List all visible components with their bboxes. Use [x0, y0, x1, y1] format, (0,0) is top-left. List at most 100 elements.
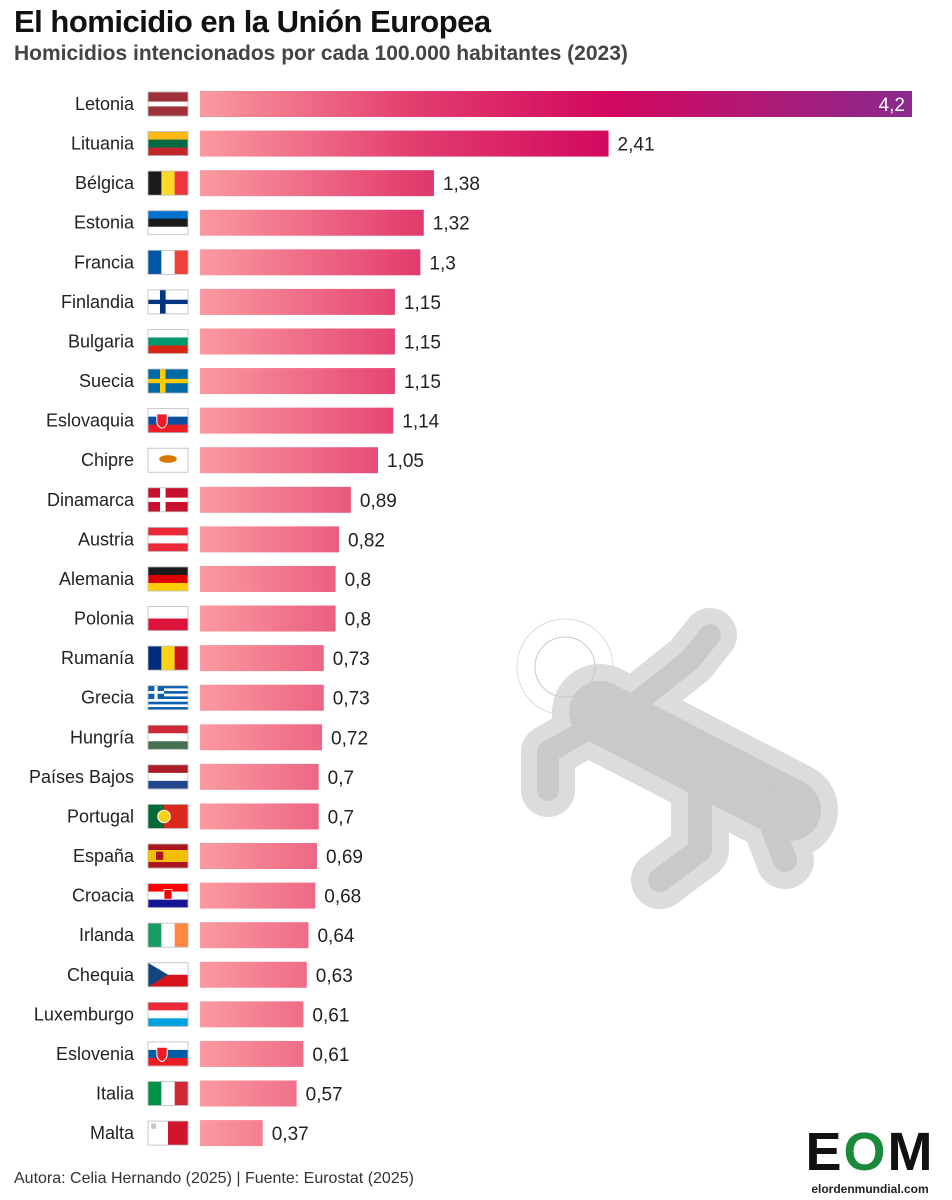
category-label: Grecia — [81, 688, 135, 708]
bar-row: Alemania 0,8 — [59, 565, 371, 592]
category-label: Bulgaria — [68, 331, 135, 351]
value-label: 0,64 — [317, 926, 354, 947]
bar-row: Francia 1,3 — [74, 249, 456, 276]
denmark-flag-icon — [147, 487, 189, 513]
category-label: Eslovenia — [56, 1044, 135, 1064]
bar — [200, 843, 317, 870]
category-label: Eslovaquia — [46, 411, 135, 431]
chart-title: El homicidio en la Unión Europea — [14, 4, 491, 39]
bar-row: Bélgica 1,38 — [75, 170, 480, 197]
category-label: Luxemburgo — [34, 1004, 134, 1024]
bar-chart: Letonia 4,2 Lituania 2,41 Bélgica 1,38 Estonia… — [29, 91, 912, 1147]
bar-row: Hungría 0,72 — [70, 724, 368, 751]
netherlands-flag-icon — [147, 764, 189, 790]
value-label: 0,73 — [333, 649, 370, 670]
bar — [200, 130, 609, 157]
greece-flag-icon — [147, 685, 189, 711]
value-label: 0,89 — [360, 491, 397, 512]
category-label: Polonia — [74, 609, 135, 629]
value-label: 1,38 — [443, 174, 480, 195]
value-label: 0,7 — [328, 807, 354, 828]
value-label: 0,73 — [333, 689, 370, 710]
estonia-flag-icon — [147, 210, 189, 236]
bar-row: Finlandia 1,15 — [61, 288, 441, 315]
bar — [200, 170, 434, 197]
france-flag-icon — [147, 249, 189, 275]
portugal-flag-icon — [147, 804, 189, 829]
belgium-flag-icon — [147, 170, 189, 196]
category-label: Francia — [74, 252, 135, 272]
value-label: 0,82 — [348, 530, 385, 551]
bar-row: Grecia 0,73 — [81, 684, 370, 711]
bar-row: Austria 0,82 — [78, 526, 385, 553]
value-label: 1,3 — [429, 253, 455, 274]
bar — [200, 645, 324, 672]
spain-flag-icon — [147, 843, 189, 869]
bar — [200, 882, 316, 909]
category-label: Croacia — [72, 886, 135, 906]
bar — [200, 605, 336, 632]
brand-logo[interactable]: EOM elordenmundial.com — [798, 1124, 942, 1196]
value-label: 1,32 — [433, 214, 470, 235]
category-label: Bélgica — [75, 173, 135, 193]
slovakia-flag-icon — [147, 408, 189, 434]
category-label: Malta — [90, 1123, 135, 1143]
bar-row: Portugal 0,7 — [67, 803, 354, 830]
bar — [200, 803, 319, 830]
bar-row: Luxemburgo 0,61 — [34, 1001, 349, 1028]
bar-row: Eslovaquia 1,14 — [46, 407, 440, 434]
value-label: 4,2 — [879, 95, 905, 116]
bar — [200, 1001, 304, 1028]
category-label: Rumanía — [61, 648, 135, 668]
value-label: 1,05 — [387, 451, 424, 472]
value-label: 0,63 — [316, 966, 353, 987]
category-label: España — [73, 846, 135, 866]
bar — [200, 684, 324, 711]
bar — [200, 486, 351, 513]
austria-flag-icon — [147, 526, 189, 552]
cyprus-flag-icon — [147, 447, 189, 473]
value-label: 1,15 — [404, 293, 441, 314]
bar — [200, 1120, 263, 1147]
romania-flag-icon — [147, 645, 189, 671]
chart-subtitle: Homicidios intencionados por cada 100.00… — [14, 42, 628, 65]
value-label: 0,61 — [312, 1005, 349, 1026]
bar — [200, 328, 395, 355]
source-footer: Autora: Celia Hernando (2025) | Fuente: … — [14, 1170, 414, 1187]
hungary-flag-icon — [147, 724, 189, 750]
bar — [200, 368, 395, 395]
bar-row: Rumanía 0,73 — [61, 645, 370, 672]
value-label: 0,61 — [312, 1045, 349, 1066]
czechia-flag-icon — [147, 962, 189, 988]
bar — [200, 288, 395, 315]
category-label: Hungría — [70, 727, 135, 747]
bar-row: Italia 0,57 — [96, 1080, 343, 1107]
bar-row: Letonia 4,2 — [75, 91, 912, 117]
bar-row: Suecia 1,15 — [79, 368, 441, 395]
poland-flag-icon — [147, 606, 189, 631]
value-label: 0,57 — [306, 1085, 343, 1106]
bar-row: Croacia 0,68 — [72, 882, 361, 909]
bar-row: España 0,69 — [73, 843, 363, 870]
value-label: 0,37 — [272, 1124, 309, 1145]
bar-row: Dinamarca 0,89 — [47, 486, 397, 513]
italy-flag-icon — [147, 1081, 189, 1106]
latvia-flag-icon — [147, 91, 189, 117]
value-label: 1,15 — [404, 332, 441, 353]
sweden-flag-icon — [147, 368, 189, 394]
bar-row: Estonia 1,32 — [74, 209, 470, 236]
finland-flag-icon — [147, 289, 189, 315]
logo-mark: EOM — [798, 1124, 942, 1180]
luxembourg-flag-icon — [147, 1001, 189, 1027]
value-label: 0,7 — [328, 768, 354, 789]
bar — [200, 526, 340, 553]
slovenia-flag-icon — [147, 1041, 189, 1067]
crime-scene-body-outline-icon — [516, 608, 838, 909]
category-label: Portugal — [67, 806, 134, 826]
croatia-flag-icon — [147, 883, 189, 908]
category-label: Lituania — [71, 134, 135, 154]
germany-flag-icon — [147, 566, 189, 592]
bar — [200, 447, 378, 474]
category-label: Países Bajos — [29, 767, 134, 787]
category-label: Letonia — [75, 94, 135, 114]
